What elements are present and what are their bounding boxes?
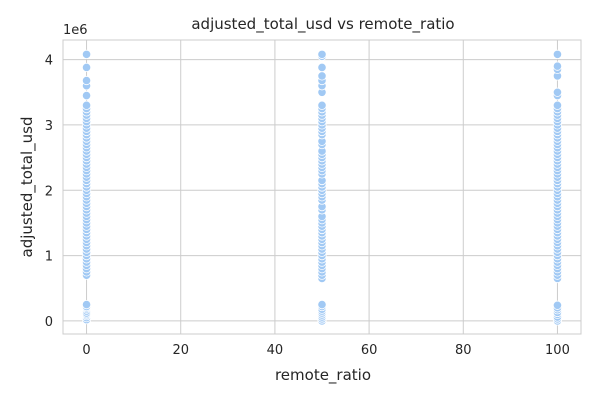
scatter-point — [317, 100, 327, 110]
scatter-point — [317, 71, 327, 81]
scatter-point — [81, 62, 92, 73]
y-tick-label: 4 — [45, 54, 53, 69]
chart-title: adjusted_total_usd vs remote_ratio — [191, 15, 454, 34]
scatter-point — [81, 75, 92, 86]
scatter-point — [81, 49, 92, 59]
scatter-point — [317, 299, 327, 310]
x-tick-label: 20 — [172, 343, 189, 358]
scatter-point — [552, 61, 563, 71]
scatter-point — [552, 300, 563, 310]
y-tick-label: 0 — [45, 315, 53, 330]
y-tick-labels: 0 1 2 3 4 — [45, 54, 53, 330]
scatter-point — [552, 87, 563, 97]
y-axis-offset-label: 1e6 — [63, 23, 88, 38]
scatter-point — [81, 299, 92, 310]
y-axis-label: adjusted_total_usd — [18, 117, 37, 258]
x-tick-label: 40 — [267, 343, 284, 358]
x-tick-labels: 0 20 40 60 80 100 — [82, 343, 569, 358]
scatter-point — [81, 100, 92, 110]
scatter-point — [552, 49, 563, 59]
plot-area-frame — [62, 39, 582, 335]
y-tick-label: 3 — [45, 119, 53, 134]
x-tick-label: 0 — [82, 343, 90, 358]
x-tick-label: 100 — [545, 343, 570, 358]
scatter-point — [552, 100, 563, 110]
y-tick-label: 2 — [45, 184, 53, 199]
x-tick-label: 60 — [361, 343, 378, 358]
x-tick-label: 80 — [455, 343, 472, 358]
scatter-point — [317, 62, 327, 73]
y-tick-label: 1 — [45, 250, 53, 265]
scatter-point — [81, 90, 92, 101]
scatter-points — [81, 49, 563, 326]
x-axis-label: remote_ratio — [275, 366, 371, 385]
scatter-point — [317, 49, 327, 59]
